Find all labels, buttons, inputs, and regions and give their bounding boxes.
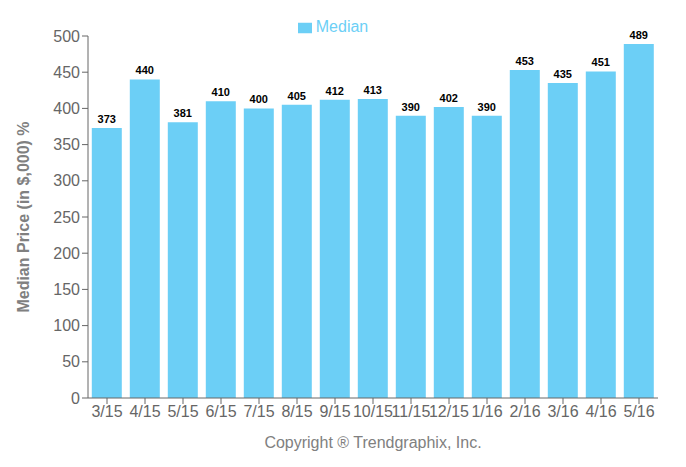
svg-text:435: 435 <box>554 68 572 80</box>
svg-text:1/16: 1/16 <box>471 403 502 420</box>
svg-text:250: 250 <box>53 209 80 226</box>
html-text:Median: Median <box>315 18 369 35</box>
svg-text:12/15: 12/15 <box>429 403 469 420</box>
svg-text:50: 50 <box>62 353 80 370</box>
svg-text:7/15: 7/15 <box>243 403 274 420</box>
svg-text:6/15: 6/15 <box>205 403 236 420</box>
svg-text:390: 390 <box>478 101 496 113</box>
svg-text:402: 402 <box>440 92 458 104</box>
svg-text:11/15: 11/15 <box>392 403 431 420</box>
svg-text:453: 453 <box>516 55 534 67</box>
svg-text:3/16: 3/16 <box>547 403 578 420</box>
svg-text:410: 410 <box>212 86 230 98</box>
svg-text:8/15: 8/15 <box>281 403 312 420</box>
svg-text:500: 500 <box>53 28 80 45</box>
svg-text:Copyright ® Trendgraphix, Inc.: Copyright ® Trendgraphix, Inc. <box>264 434 481 451</box>
svg-text:400: 400 <box>250 93 268 105</box>
svg-text:300: 300 <box>53 172 80 189</box>
svg-text:405: 405 <box>288 90 306 102</box>
svg-text:489: 489 <box>630 29 648 41</box>
svg-text:200: 200 <box>53 245 80 262</box>
svg-text:413: 413 <box>364 84 382 96</box>
svg-text:400: 400 <box>53 100 80 117</box>
svg-text:390: 390 <box>402 101 420 113</box>
svg-text:373: 373 <box>98 113 116 125</box>
svg-text:2/16: 2/16 <box>509 403 540 420</box>
svg-text:5/16: 5/16 <box>623 403 654 420</box>
svg-text:10/15: 10/15 <box>353 403 393 420</box>
svg-text:150: 150 <box>53 281 80 298</box>
svg-text:451: 451 <box>592 56 610 68</box>
svg-text:350: 350 <box>53 136 80 153</box>
svg-text:9/15: 9/15 <box>319 403 350 420</box>
svg-text:412: 412 <box>326 85 344 97</box>
svg-text:3/15: 3/15 <box>91 403 122 420</box>
svg-text:5/15: 5/15 <box>167 403 198 420</box>
svg-text:450: 450 <box>53 64 80 81</box>
svg-text:4/16: 4/16 <box>585 403 616 420</box>
svg-text:4/15: 4/15 <box>129 403 160 420</box>
svg-text:440: 440 <box>136 64 154 76</box>
svg-text:381: 381 <box>174 107 192 119</box>
svg-text:0: 0 <box>71 390 80 407</box>
svg-text:100: 100 <box>53 317 80 334</box>
svg-text:Median Price (in $,000) %: Median Price (in $,000) % <box>15 121 32 312</box>
